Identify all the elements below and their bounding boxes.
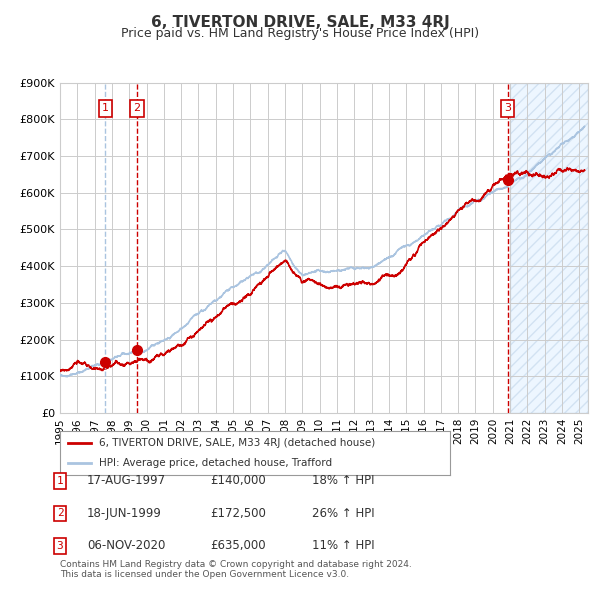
Text: 3: 3 [56,541,64,550]
Text: 1: 1 [102,103,109,113]
Text: 17-AUG-1997: 17-AUG-1997 [87,474,166,487]
Text: 2: 2 [56,509,64,518]
Text: £140,000: £140,000 [210,474,266,487]
Text: £172,500: £172,500 [210,507,266,520]
Text: 06-NOV-2020: 06-NOV-2020 [87,539,166,552]
Text: 18% ↑ HPI: 18% ↑ HPI [312,474,374,487]
Text: 6, TIVERTON DRIVE, SALE, M33 4RJ (detached house): 6, TIVERTON DRIVE, SALE, M33 4RJ (detach… [99,438,375,448]
Text: HPI: Average price, detached house, Trafford: HPI: Average price, detached house, Traf… [99,458,332,467]
Text: 6, TIVERTON DRIVE, SALE, M33 4RJ: 6, TIVERTON DRIVE, SALE, M33 4RJ [151,15,449,30]
Text: 1: 1 [56,476,64,486]
Text: £635,000: £635,000 [210,539,266,552]
Text: 11% ↑ HPI: 11% ↑ HPI [312,539,374,552]
Text: 18-JUN-1999: 18-JUN-1999 [87,507,162,520]
Bar [510,83,588,413]
Text: Contains HM Land Registry data © Crown copyright and database right 2024.
This d: Contains HM Land Registry data © Crown c… [60,560,412,579]
Text: 26% ↑ HPI: 26% ↑ HPI [312,507,374,520]
Bar [510,83,588,413]
Text: Price paid vs. HM Land Registry's House Price Index (HPI): Price paid vs. HM Land Registry's House … [121,27,479,40]
Text: 3: 3 [504,103,511,113]
Text: 2: 2 [134,103,141,113]
